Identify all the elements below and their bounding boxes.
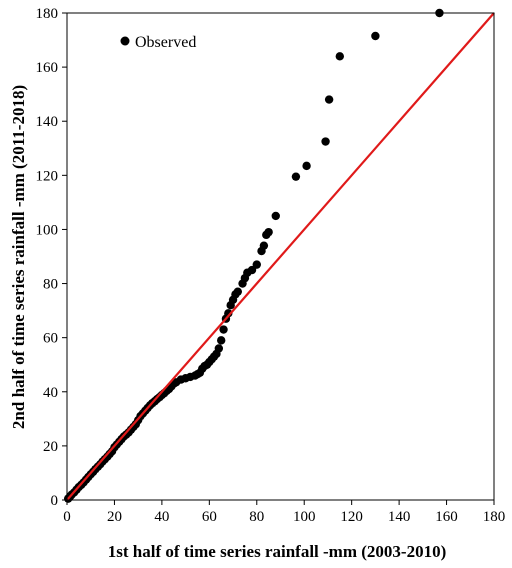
- data-point: [224, 309, 233, 318]
- one-to-one-line: [66, 12, 495, 501]
- data-point: [247, 265, 257, 275]
- y-tick-label: 20: [43, 439, 58, 455]
- x-tick-label: 140: [388, 509, 411, 525]
- y-tick-label: 80: [43, 277, 58, 293]
- y-tick-label: 180: [36, 6, 59, 22]
- data-point: [216, 336, 226, 345]
- data-point: [259, 241, 269, 250]
- plot-frame: [66, 12, 495, 501]
- y-tick-label: 60: [43, 331, 58, 347]
- y-tick-label: 120: [36, 168, 59, 184]
- plot-area: [63, 8, 495, 503]
- x-tick-label: 160: [435, 509, 458, 525]
- x-tick-label: 120: [340, 509, 363, 525]
- legend-marker-observed: [120, 36, 130, 46]
- legend: Observed: [120, 34, 196, 51]
- y-axis-title: 2nd half of time series rainfall -mm (20…: [9, 85, 28, 429]
- data-point: [233, 287, 242, 296]
- y-tick-label: 0: [51, 493, 59, 509]
- axes: 0 20 40 60 80 100 120 140 160 180 0 20 40 60 80 100 120 1…: [36, 6, 506, 525]
- data-point: [214, 344, 224, 353]
- x-tick-label: 180: [483, 509, 506, 525]
- y-tick-label: 140: [36, 114, 59, 130]
- legend-label-observed: Observed: [135, 34, 196, 51]
- data-point: [252, 260, 261, 269]
- data-point: [291, 172, 301, 181]
- data-point: [324, 95, 334, 104]
- x-axis-title: 1st half of time series rainfall -mm (20…: [108, 542, 447, 561]
- x-tick-label: 80: [249, 509, 264, 525]
- data-point: [271, 211, 280, 221]
- x-tick-label: 0: [63, 509, 71, 525]
- x-tick-label: 60: [202, 509, 217, 525]
- y-tick-label: 40: [43, 385, 58, 401]
- data-point: [335, 52, 345, 61]
- data-point: [371, 31, 380, 41]
- x-tick-label: 40: [154, 509, 169, 525]
- y-tick-label: 160: [36, 60, 59, 76]
- data-point: [264, 227, 273, 237]
- y-tick-label: 100: [36, 222, 59, 238]
- data-point: [321, 137, 330, 146]
- data-point: [302, 161, 311, 171]
- data-point: [219, 325, 228, 334]
- x-tick-label: 100: [293, 509, 316, 525]
- x-tick-label: 20: [107, 509, 122, 525]
